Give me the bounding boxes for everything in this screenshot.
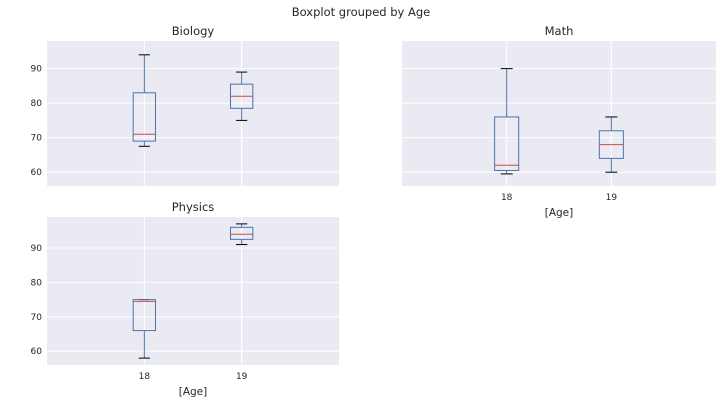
biology-ytick-label: 70 [31, 134, 43, 144]
math-xlabel: [Age] [545, 207, 574, 219]
box-iqr [229, 226, 254, 240]
biology-title: Biology [172, 24, 215, 38]
physics-plot-area [47, 217, 339, 365]
math-xtick-label: 19 [606, 193, 618, 203]
physics-ytick-label: 90 [31, 244, 43, 254]
biology-ytick-label: 80 [31, 99, 43, 109]
physics-title: Physics [172, 200, 215, 214]
physics-xtick-label: 19 [236, 372, 248, 382]
math-plot-area [402, 41, 716, 186]
math-title: Math [545, 24, 574, 38]
math-box-19 [598, 116, 624, 173]
box-iqr [494, 116, 520, 171]
physics-panel: 60 70 80 90 18 19 Physics [Age] [31, 200, 339, 398]
math-xtick-label: 18 [501, 193, 513, 203]
box-iqr [132, 92, 157, 142]
physics-box-19 [229, 223, 254, 246]
biology-plot-area [47, 41, 339, 186]
physics-ytick-label: 60 [31, 347, 43, 357]
figure-title: Boxplot grouped by Age [292, 5, 431, 19]
physics-ytick-label: 70 [31, 313, 43, 323]
math-panel: 18 19 Math [Age] [402, 24, 716, 219]
biology-ytick-label: 60 [31, 168, 43, 178]
biology-box-18 [132, 54, 157, 147]
box-iqr [132, 299, 157, 332]
physics-box-18 [132, 299, 157, 359]
subplots: 60 70 80 90 Biology 18 19 Math [Age] 60 70 80 90 18 19… [31, 24, 716, 398]
physics-xtick-label: 18 [139, 372, 151, 382]
physics-ytick-label: 80 [31, 278, 43, 288]
biology-panel: 60 70 80 90 Biology [31, 24, 339, 186]
physics-xlabel: [Age] [179, 386, 208, 398]
math-box-18 [494, 68, 520, 175]
biology-ytick-label: 90 [31, 65, 43, 75]
biology-box-19 [229, 71, 254, 121]
